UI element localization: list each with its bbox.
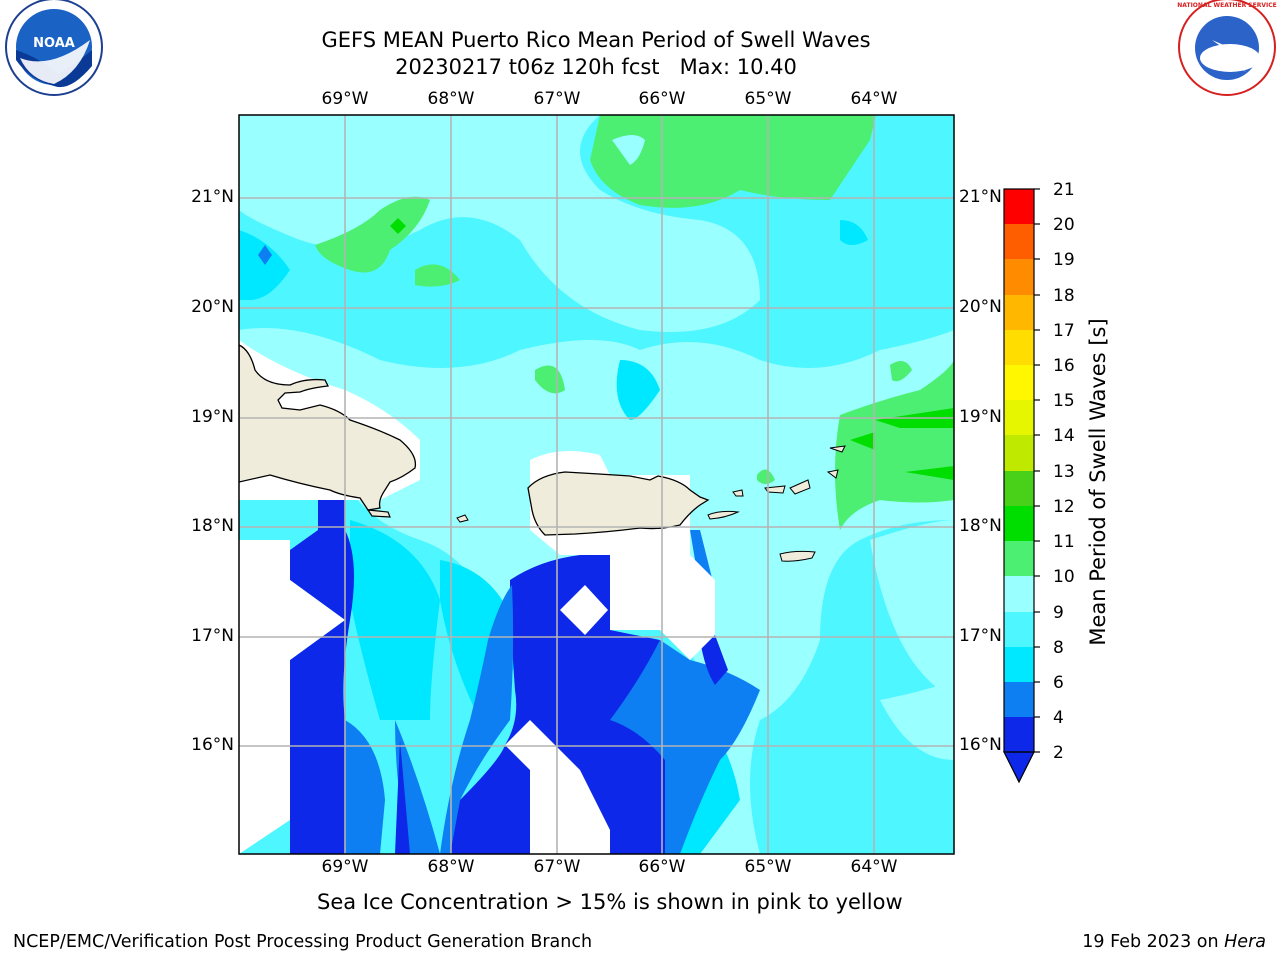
lon-label-bottom: 68°W: [411, 857, 491, 877]
colorbar-tick: 17: [1053, 321, 1075, 341]
colorbar-tick: 9: [1053, 603, 1064, 623]
lat-label-left: 16°N: [138, 735, 234, 755]
colorbar-tick: 20: [1053, 215, 1075, 235]
colorbar-tick: 13: [1053, 462, 1075, 482]
lon-label-bottom: 69°W: [305, 857, 385, 877]
lat-label-right: 16°N: [959, 735, 1002, 755]
lat-label-left: 20°N: [138, 297, 234, 317]
lat-label-right: 17°N: [959, 626, 1002, 646]
colorbar-tick: 8: [1053, 638, 1064, 658]
colorbar-tick: 6: [1053, 673, 1064, 693]
footer-date: 19 Feb 2023 on Hera: [1082, 932, 1266, 952]
colorbar-tick: 21: [1053, 180, 1075, 200]
colorbar-title: Mean Period of Swell Waves [s]: [1086, 282, 1110, 682]
lon-label-top: 68°W: [411, 89, 491, 109]
lat-label-right: 20°N: [959, 297, 1002, 317]
colorbar-tick: 12: [1053, 497, 1075, 517]
colorbar-tick: 14: [1053, 426, 1075, 446]
colorbar-tick: 18: [1053, 286, 1075, 306]
colorbar-tick: 10: [1053, 567, 1075, 587]
colorbar-tick: 15: [1053, 391, 1075, 411]
lon-label-top: 64°W: [834, 89, 914, 109]
colorbar-tick: 4: [1053, 708, 1064, 728]
lon-label-bottom: 66°W: [622, 857, 702, 877]
colorbar-tick: 2: [1053, 743, 1064, 763]
lon-label-top: 66°W: [622, 89, 702, 109]
sea-ice-note: Sea Ice Concentration > 15% is shown in …: [239, 890, 1039, 914]
colorbar: [1004, 189, 1040, 782]
lon-label-top: 65°W: [728, 89, 808, 109]
lon-label-bottom: 65°W: [728, 857, 808, 877]
lat-label-right: 18°N: [959, 516, 1002, 536]
lon-label-bottom: 64°W: [834, 857, 914, 877]
lat-label-left: 17°N: [138, 626, 234, 646]
footer-date-text: 19 Feb 2023 on: [1082, 932, 1224, 952]
footer-branch: NCEP/EMC/Verification Post Processing Pr…: [13, 932, 592, 952]
lat-label-right: 19°N: [959, 407, 1002, 427]
colorbar-tick: 19: [1053, 250, 1075, 270]
lon-label-top: 69°W: [305, 89, 385, 109]
lon-label-bottom: 67°W: [517, 857, 597, 877]
footer-machine: Hera: [1224, 932, 1266, 952]
lat-label-left: 19°N: [138, 407, 234, 427]
lat-label-left: 18°N: [138, 516, 234, 536]
colorbar-tick: 16: [1053, 356, 1075, 376]
lat-label-left: 21°N: [138, 187, 234, 207]
colorbar-tick: 11: [1053, 532, 1075, 552]
lon-label-top: 67°W: [517, 89, 597, 109]
lat-label-right: 21°N: [959, 187, 1002, 207]
